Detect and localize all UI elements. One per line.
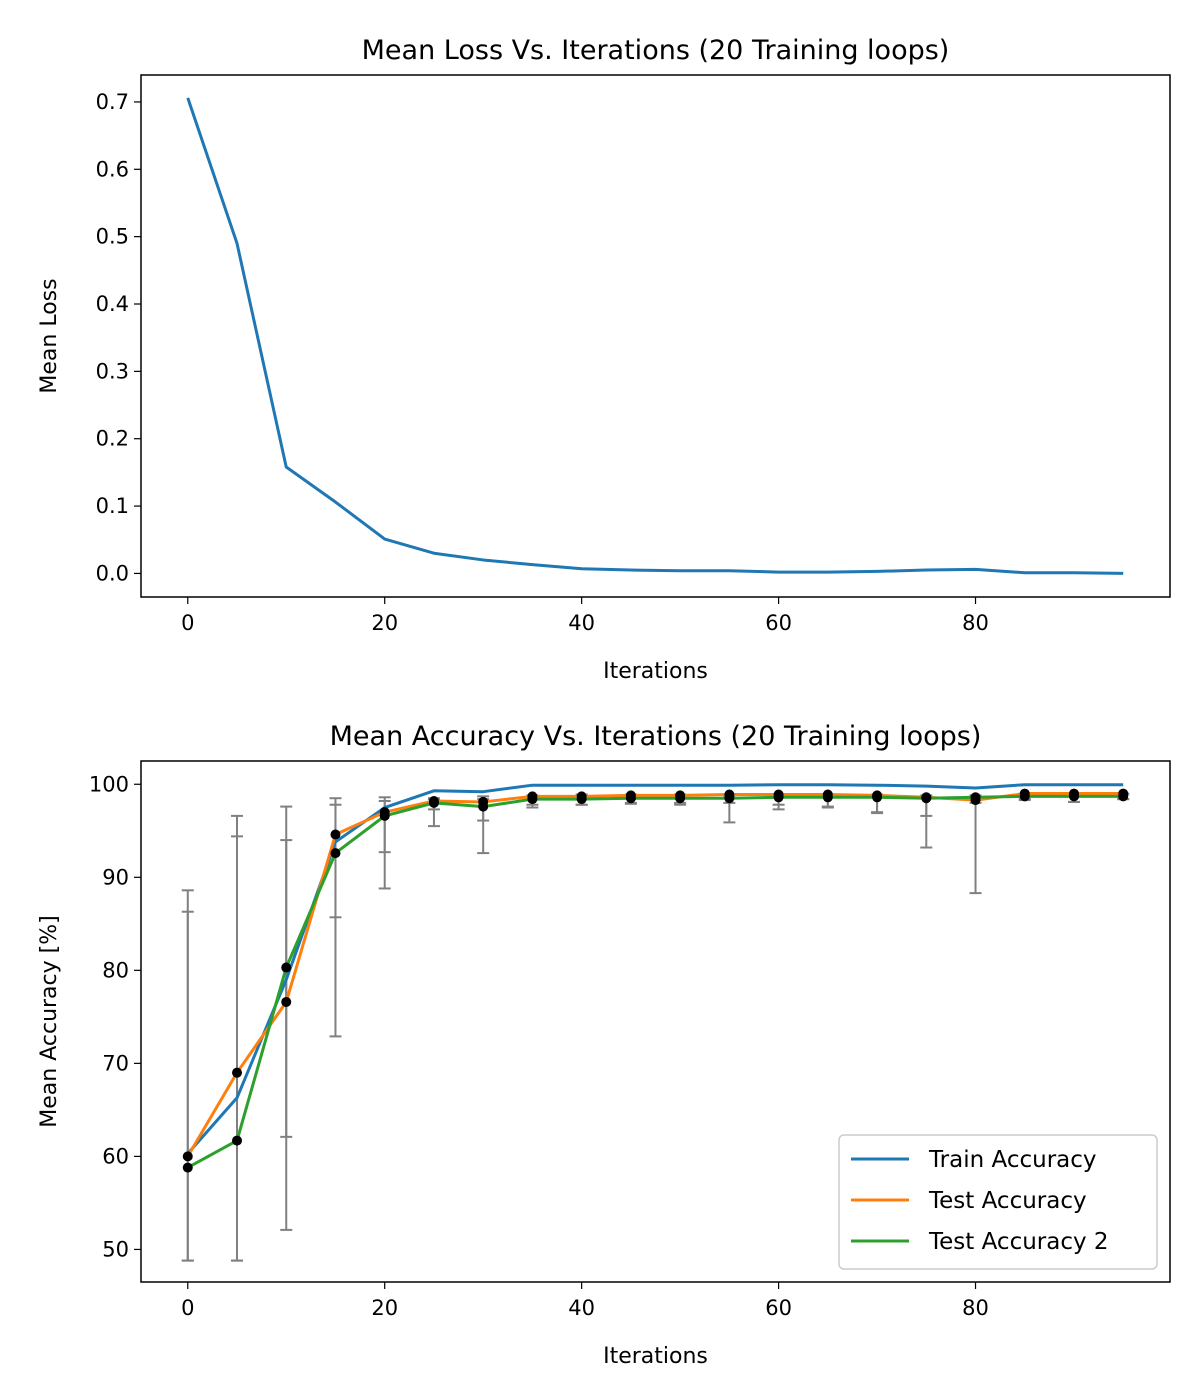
data-point [921,793,932,804]
data-point [379,810,390,821]
x-tick-label: 60 [765,1296,792,1320]
y-tick-label: 0.7 [96,90,129,114]
x-axis-label: Iterations [603,659,708,684]
x-tick-label: 20 [371,611,398,635]
data-point [182,1162,193,1173]
plot-frame [140,760,1171,1283]
y-axis-label: Mean Loss [37,278,62,393]
plot-area [181,783,1130,1262]
data-point [330,829,341,840]
y-tick-label: 0.2 [96,427,129,451]
x-tick-label: 80 [962,611,989,635]
x-axis-label: Iterations [603,1344,708,1369]
data-point [478,801,489,812]
data-point [1118,791,1129,802]
data-point [428,797,439,808]
chart-panel-2: Mean Accuracy Vs. Iterations (20 Trainin… [37,721,1171,1369]
legend: Train Accuracy Test Accuracy Test Accuracy… [838,1134,1158,1270]
data-point [330,848,341,859]
data-point [281,962,292,973]
y-tick-label: 0.5 [96,225,129,249]
x-tick-label: 40 [568,1296,595,1320]
y-tick-label: 100 [89,772,129,796]
chart-title: Mean Loss Vs. Iterations (20 Training lo… [362,35,950,66]
data-point [970,792,981,803]
legend-label: Test Accuracy 2 [928,1229,1109,1255]
y-tick-label: 0.6 [96,157,129,181]
series-line-1 [186,97,1124,575]
data-point [232,1135,243,1146]
x-tick-label: 20 [371,1296,398,1320]
y-tick-label: 0.4 [96,292,129,316]
y-tick-label: 0.0 [96,561,129,585]
data-point [182,1151,193,1162]
x-tick-label: 0 [181,611,194,635]
y-tick-label: 60 [102,1144,129,1168]
series-line-test-accuracy-2 [187,794,1124,1169]
y-tick-label: 80 [102,958,129,982]
data-point [822,792,833,803]
data-point [872,792,883,803]
data-point [625,793,636,804]
data-point [232,1067,243,1078]
legend-box [838,1134,1158,1270]
series-line-train-accuracy [186,783,1124,1155]
y-tick-label: 0.1 [96,494,129,518]
data-point [576,794,587,805]
x-tick-label: 0 [181,1296,194,1320]
legend-label: Train Accuracy [928,1147,1097,1173]
x-tick-label: 60 [765,611,792,635]
data-point [675,793,686,804]
legend-label: Test Accuracy [928,1188,1087,1214]
data-point [527,794,538,805]
chart-panel-1: Mean Loss Vs. Iterations (20 Training lo… [37,35,1171,684]
plot-frame [140,74,1171,598]
chart-title: Mean Accuracy Vs. Iterations (20 Trainin… [330,721,982,752]
y-axis-label: Mean Accuracy [%] [37,915,62,1127]
data-point [1068,791,1079,802]
y-tick-label: 90 [102,865,129,889]
y-tick-label: 50 [102,1237,129,1261]
data-point [724,793,735,804]
data-point [281,996,292,1007]
data-point [1019,791,1030,802]
series-line-test-accuracy [186,792,1124,1158]
x-tick-label: 40 [568,611,595,635]
plot-area [186,97,1124,575]
data-point [773,792,784,803]
y-tick-label: 70 [102,1051,129,1075]
x-tick-label: 80 [962,1296,989,1320]
y-tick-label: 0.3 [96,359,129,383]
